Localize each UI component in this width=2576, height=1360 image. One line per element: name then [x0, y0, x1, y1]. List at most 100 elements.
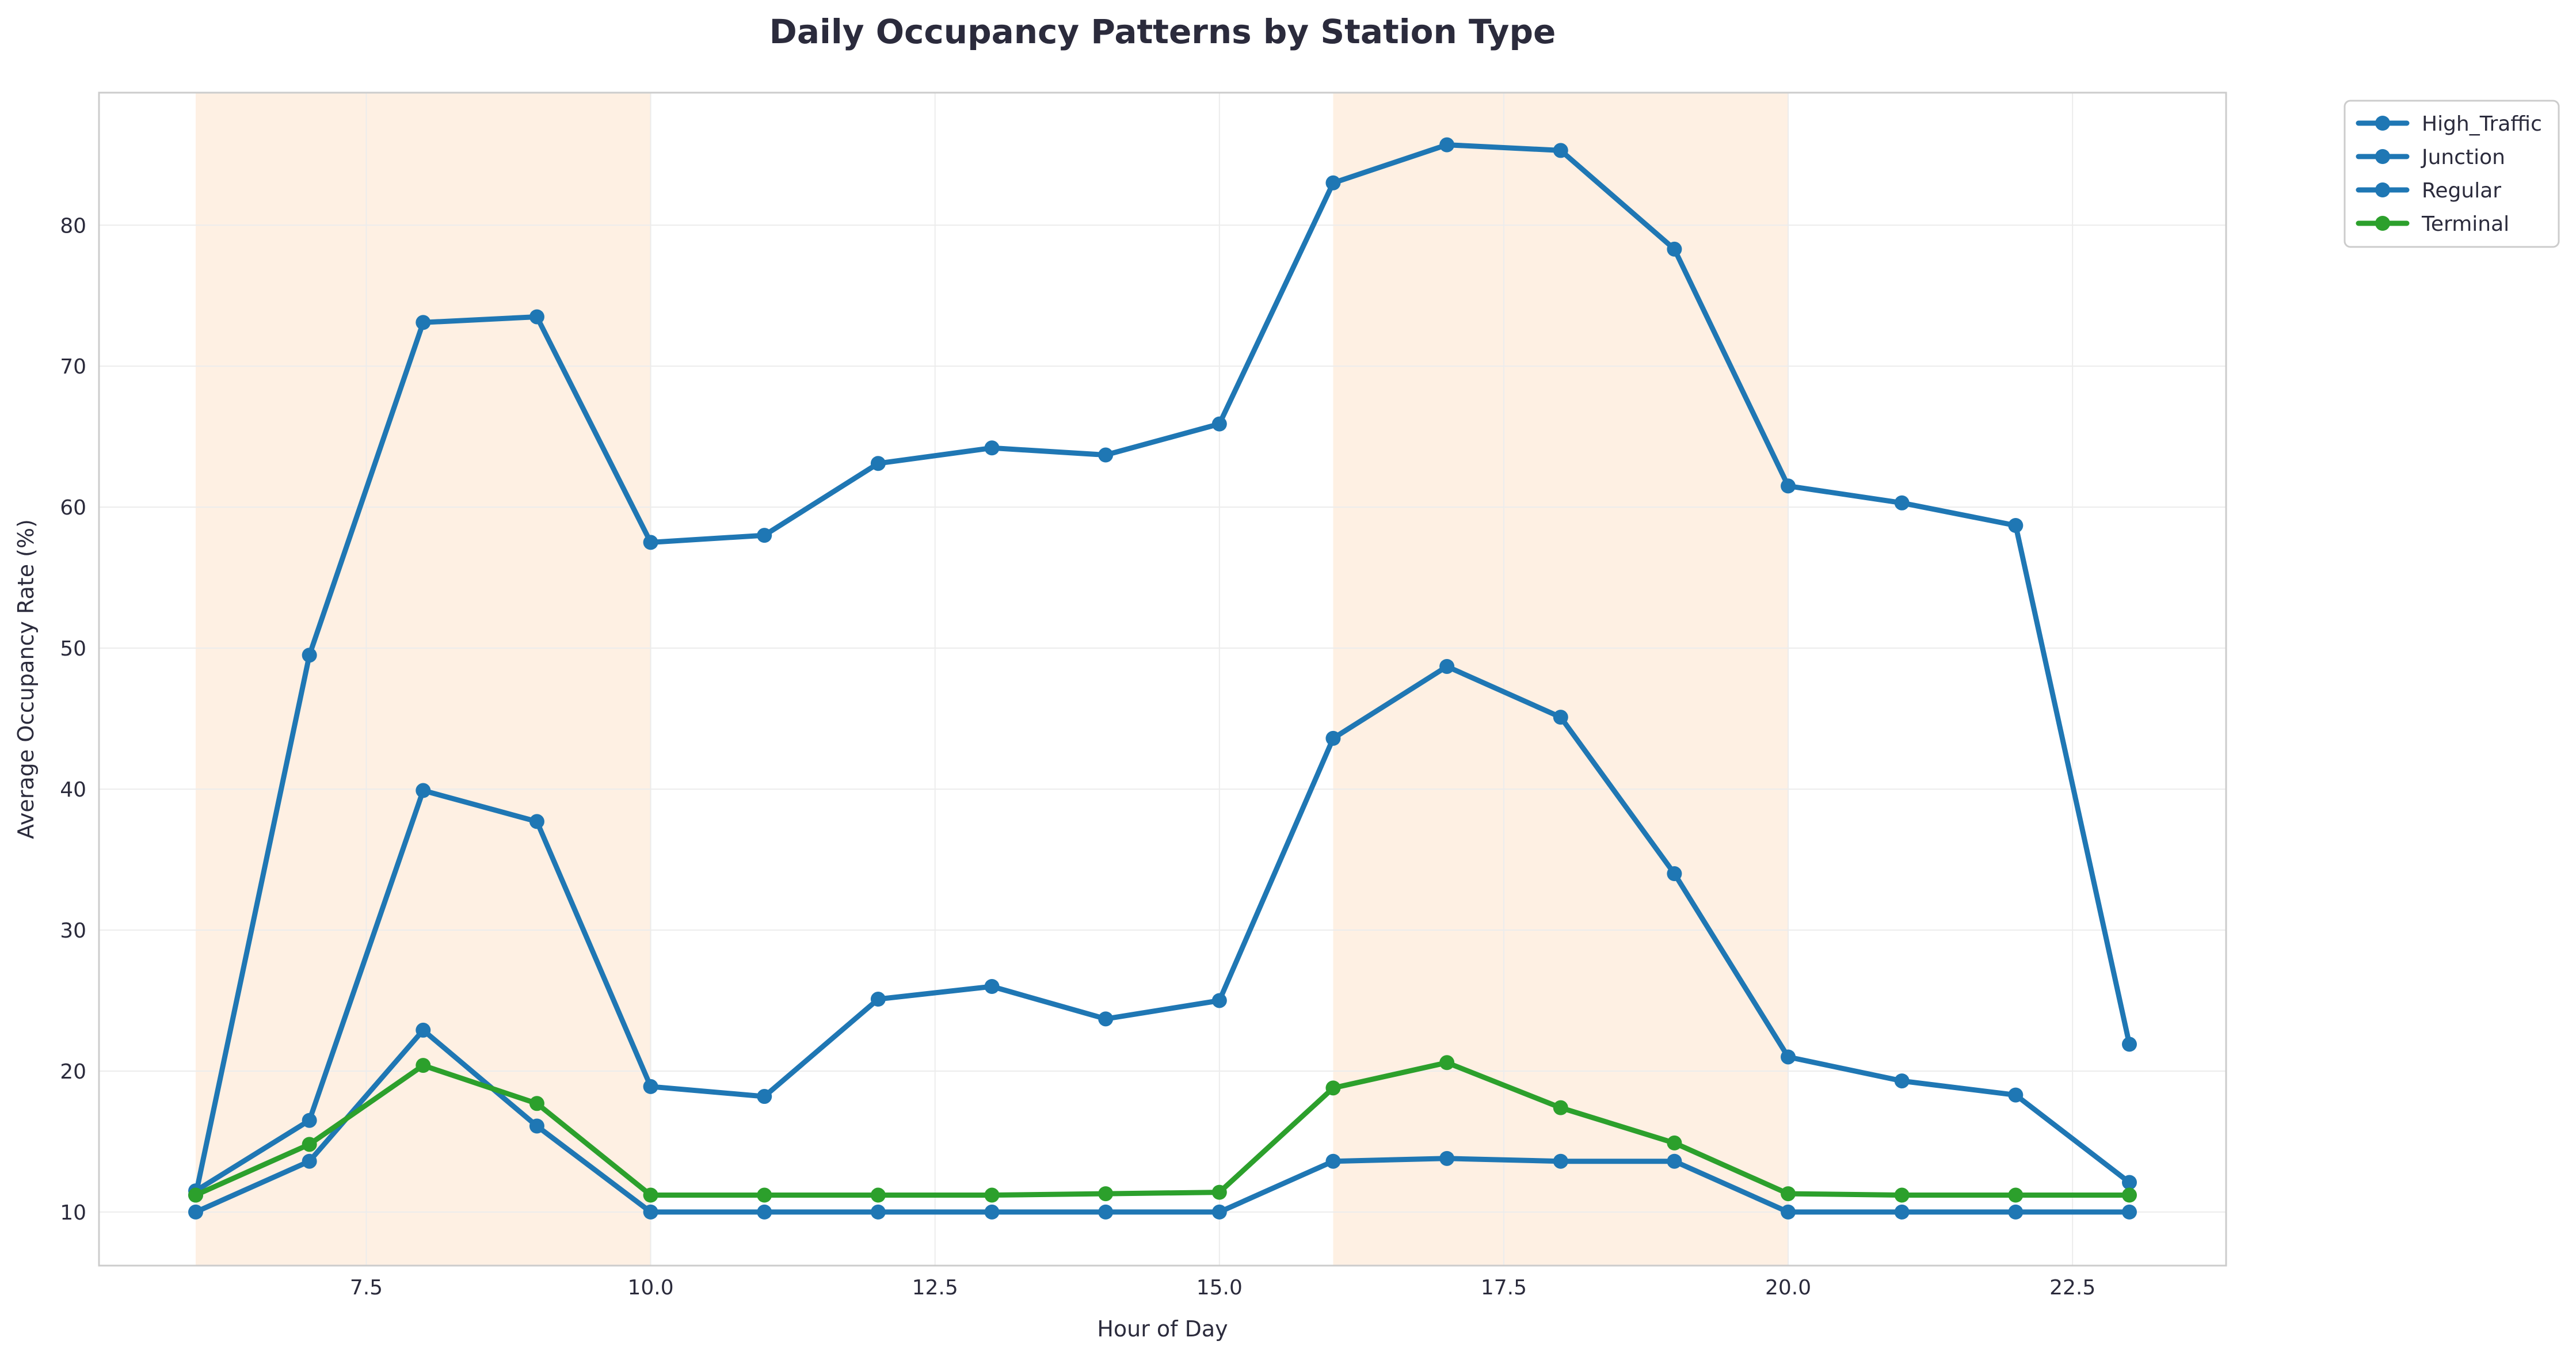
legend-label: Regular — [2422, 179, 2501, 203]
y-tick-label: 60 — [60, 496, 86, 520]
data-point-junction — [529, 814, 544, 829]
series-lines — [188, 137, 2137, 1220]
legend-item-high-traffic: High_Traffic — [2356, 112, 2542, 136]
data-point-junction — [1211, 993, 1227, 1008]
data-point-high-traffic — [1325, 175, 1341, 191]
x-tick-label: 20.0 — [1765, 1276, 1811, 1300]
data-point-junction — [870, 992, 886, 1007]
x-axis-label: Hour of Day — [1097, 1316, 1228, 1342]
peak-hour-shading — [196, 93, 1789, 1266]
data-point-terminal — [1325, 1080, 1341, 1096]
data-point-terminal — [2008, 1187, 2024, 1203]
data-point-terminal — [2122, 1187, 2137, 1203]
data-point-regular — [529, 1118, 544, 1134]
data-point-junction — [2122, 1175, 2137, 1190]
data-point-high-traffic — [1894, 495, 1910, 511]
data-point-high-traffic — [302, 647, 317, 663]
data-point-regular — [1553, 1153, 1568, 1169]
data-point-high-traffic — [2122, 1037, 2137, 1052]
legend-marker — [2375, 216, 2390, 231]
data-point-terminal — [1781, 1186, 1796, 1202]
legend-label: Junction — [2421, 146, 2505, 169]
data-point-regular — [1211, 1204, 1227, 1220]
series-line-regular — [193, 1027, 2132, 1215]
series-high-traffic — [188, 137, 2137, 1203]
x-tick-label: 7.5 — [350, 1276, 383, 1300]
series-regular — [188, 1022, 2137, 1220]
x-tick-label: 22.5 — [2049, 1276, 2095, 1300]
legend-marker — [2375, 149, 2390, 164]
data-point-regular — [188, 1204, 203, 1220]
data-point-terminal — [1098, 1186, 1114, 1202]
data-point-terminal — [984, 1187, 1000, 1203]
data-point-junction — [1098, 1011, 1114, 1027]
legend-marker — [2375, 116, 2390, 131]
data-point-terminal — [302, 1137, 317, 1152]
y-tick-label: 80 — [60, 214, 86, 238]
data-point-regular — [2008, 1204, 2024, 1220]
data-point-high-traffic — [870, 456, 886, 471]
data-point-regular — [1439, 1151, 1455, 1166]
data-point-high-traffic — [643, 535, 658, 550]
data-point-junction — [1439, 658, 1455, 674]
x-tick-label: 10.0 — [628, 1276, 674, 1300]
data-point-junction — [1667, 866, 1682, 882]
y-axis-label: Average Occupancy Rate (%) — [13, 519, 39, 839]
y-axis-ticks: 10 20 30 40 50 60 70 80 — [60, 214, 86, 1225]
data-point-junction — [302, 1113, 317, 1128]
x-axis-ticks: 7.5 10.0 12.5 15.0 17.5 20.0 22.5 — [350, 1276, 2095, 1300]
peak-shade-0 — [196, 93, 651, 1266]
data-point-high-traffic — [1667, 241, 1682, 257]
y-tick-label: 20 — [60, 1060, 86, 1084]
data-point-junction — [416, 783, 431, 798]
y-tick-label: 40 — [60, 778, 86, 802]
data-point-junction — [2008, 1087, 2024, 1103]
legend-item-terminal: Terminal — [2356, 212, 2509, 236]
data-point-high-traffic — [1781, 478, 1796, 494]
data-point-high-traffic — [529, 309, 544, 325]
data-point-high-traffic — [1098, 447, 1114, 463]
data-point-regular — [643, 1204, 658, 1220]
series-junction — [188, 658, 2137, 1199]
data-point-junction — [1894, 1073, 1910, 1089]
data-point-junction — [1325, 730, 1341, 746]
peak-shade-1 — [1333, 93, 1789, 1266]
data-point-terminal — [1894, 1187, 1910, 1203]
data-point-terminal — [757, 1187, 772, 1203]
plot-area-frame — [98, 92, 2227, 1267]
chart-title: Daily Occupancy Patterns by Station Type — [769, 12, 1556, 51]
y-tick-label: 10 — [60, 1201, 86, 1225]
data-point-terminal — [416, 1058, 431, 1073]
data-point-regular — [302, 1153, 317, 1169]
x-tick-label: 15.0 — [1196, 1276, 1243, 1300]
legend-marker — [2375, 182, 2390, 197]
x-tick-label: 17.5 — [1481, 1276, 1527, 1300]
data-point-high-traffic — [2008, 518, 2024, 534]
legend-item-regular: Regular — [2356, 179, 2501, 203]
data-point-regular — [1098, 1204, 1114, 1220]
series-line-junction — [193, 664, 2132, 1194]
series-line-high-traffic — [193, 142, 2132, 1198]
data-point-junction — [984, 978, 1000, 994]
data-point-terminal — [188, 1187, 203, 1203]
data-point-regular — [1667, 1153, 1682, 1169]
data-point-high-traffic — [984, 440, 1000, 456]
data-point-regular — [757, 1204, 772, 1220]
data-point-terminal — [1667, 1135, 1682, 1151]
x-tick-label: 12.5 — [912, 1276, 958, 1300]
data-point-terminal — [870, 1187, 886, 1203]
series-terminal — [188, 1055, 2137, 1203]
legend: High_Traffic Junction Regular Terminal — [2343, 100, 2560, 248]
data-point-high-traffic — [416, 315, 431, 330]
data-point-high-traffic — [1553, 143, 1568, 158]
data-point-junction — [643, 1079, 658, 1094]
data-point-regular — [1325, 1153, 1341, 1169]
data-point-high-traffic — [757, 528, 772, 543]
data-point-regular — [1894, 1204, 1910, 1220]
data-point-regular — [984, 1204, 1000, 1220]
data-point-junction — [757, 1089, 772, 1104]
legend-label: High_Traffic — [2422, 112, 2542, 136]
data-point-terminal — [643, 1187, 658, 1203]
data-point-terminal — [1553, 1100, 1568, 1115]
